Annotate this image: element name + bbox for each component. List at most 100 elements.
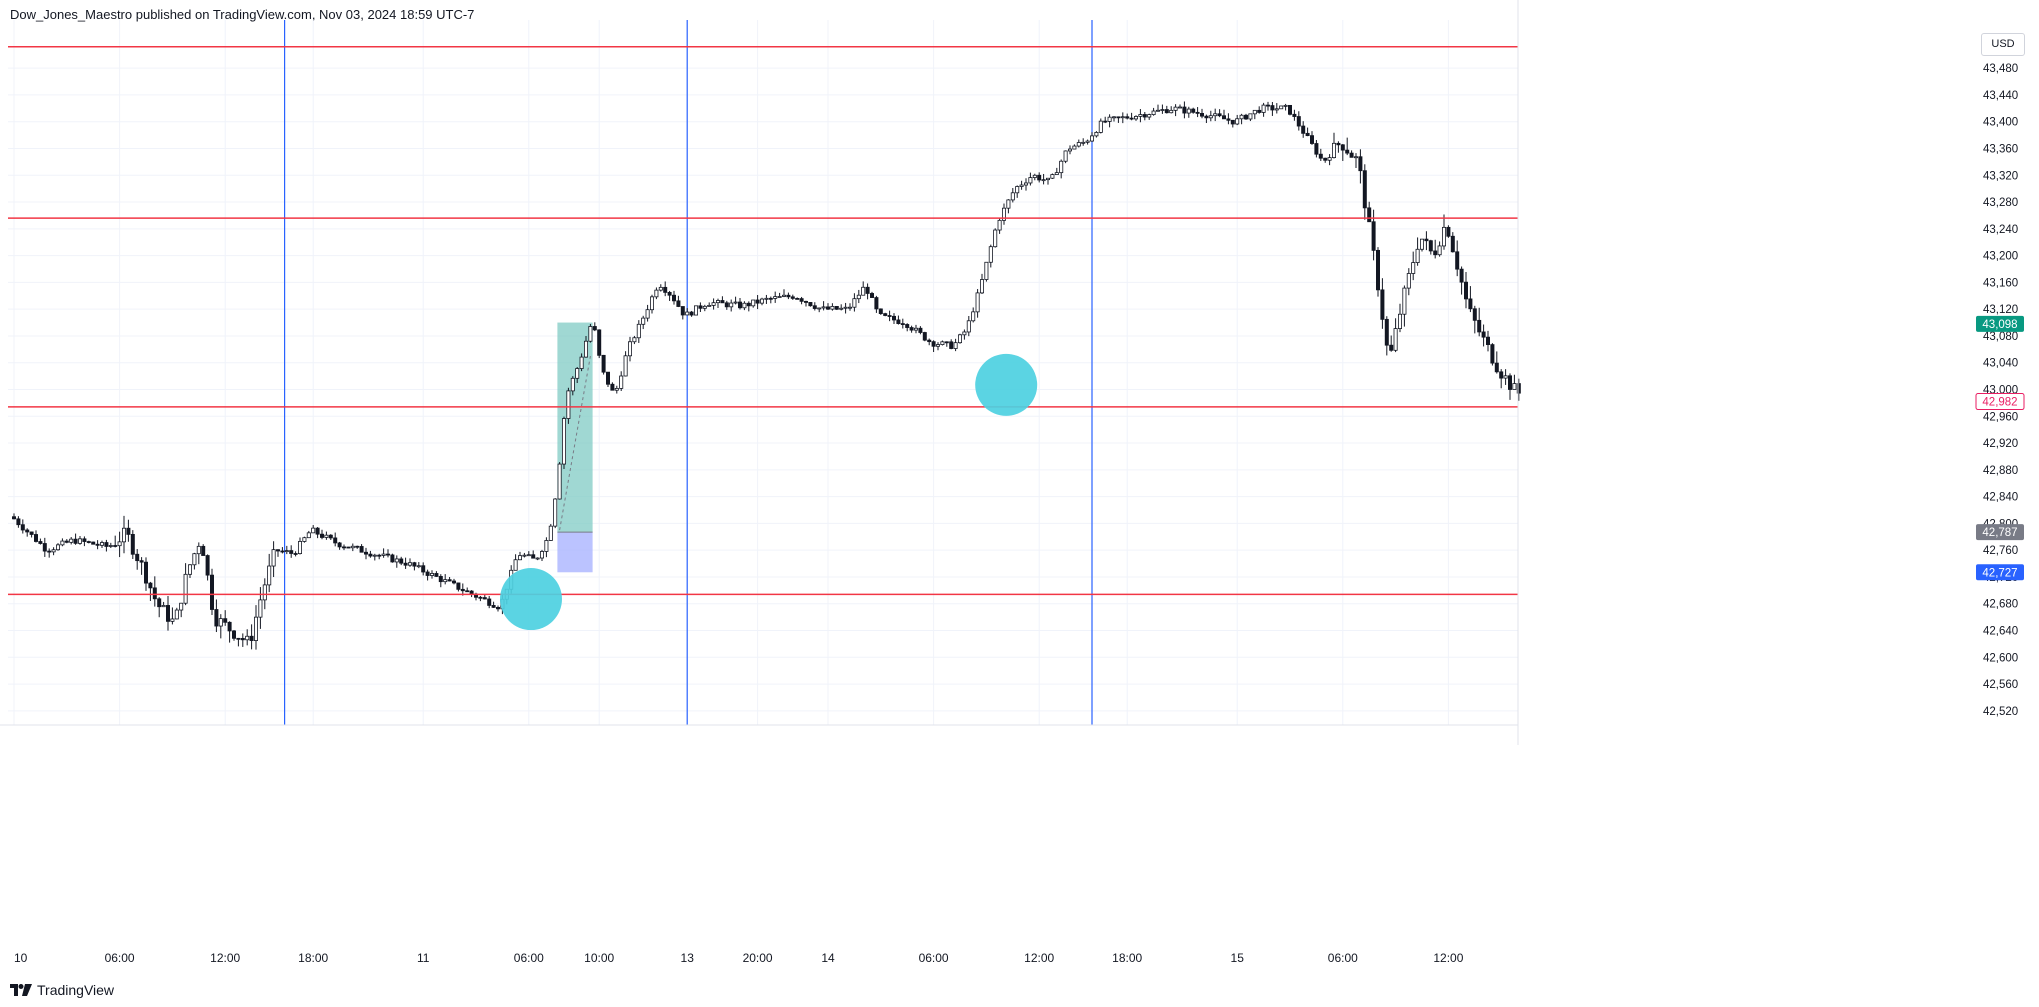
price-tick-label: 42,960 xyxy=(1983,411,2018,423)
candle xyxy=(1314,140,1319,158)
time-axis[interactable]: 10 06:00 12:00 18:00 11 06:00 10:00 13 20:00 14 06… xyxy=(0,724,1518,965)
candle xyxy=(676,295,681,308)
tradingview-logo[interactable]: TradingView xyxy=(10,982,114,998)
candle xyxy=(1235,114,1240,126)
publisher-header: Dow_Jones_Maestro published on TradingVi… xyxy=(10,7,475,22)
candle xyxy=(548,524,553,541)
candle xyxy=(434,571,439,577)
candle xyxy=(584,336,589,358)
candle xyxy=(597,329,602,359)
candle xyxy=(122,515,127,554)
candle xyxy=(47,548,52,558)
tradingview-brand: TradingView xyxy=(37,982,115,998)
candle xyxy=(201,544,206,556)
candle xyxy=(1332,132,1337,159)
candle xyxy=(579,353,584,372)
candle xyxy=(922,331,927,342)
candle xyxy=(1094,131,1099,138)
candle xyxy=(143,557,148,591)
price-tick-label: 43,120 xyxy=(1983,304,2018,316)
candle xyxy=(443,574,448,585)
candle xyxy=(553,498,558,529)
candle xyxy=(42,537,47,557)
candle xyxy=(78,535,83,545)
candle xyxy=(253,605,258,650)
candle xyxy=(1261,102,1266,117)
candle xyxy=(1437,241,1442,257)
candle xyxy=(905,323,910,332)
candle xyxy=(839,304,844,311)
currency-label[interactable]: USD xyxy=(1981,33,2025,56)
candle xyxy=(940,340,945,346)
candle xyxy=(1318,148,1323,162)
time-tick-label: 18:00 xyxy=(298,951,328,965)
candle xyxy=(355,545,360,549)
candle xyxy=(702,304,707,312)
candle xyxy=(1398,303,1403,333)
time-tick-label: 12:00 xyxy=(1024,951,1054,965)
candle xyxy=(812,302,817,311)
candle xyxy=(196,542,201,565)
candle xyxy=(927,338,932,346)
candle xyxy=(1068,145,1073,155)
candle xyxy=(1349,150,1354,158)
candle xyxy=(1296,111,1301,131)
candle xyxy=(1213,108,1218,122)
candle xyxy=(949,339,954,350)
candle xyxy=(764,294,769,304)
candle xyxy=(909,325,914,333)
candle xyxy=(738,297,743,310)
candle xyxy=(293,551,298,557)
candle xyxy=(359,544,364,553)
marker-circles xyxy=(500,353,1038,631)
candle xyxy=(856,289,861,304)
candle xyxy=(786,292,791,300)
candle xyxy=(1125,113,1130,120)
candle xyxy=(1433,239,1438,259)
time-tick-label: 06:00 xyxy=(919,951,949,965)
candle xyxy=(817,307,822,313)
candle xyxy=(540,549,545,562)
candle xyxy=(429,570,434,579)
candle xyxy=(1217,109,1222,118)
candle xyxy=(751,299,756,308)
candle xyxy=(874,295,879,313)
candle xyxy=(852,293,857,312)
candle xyxy=(487,596,492,609)
candle xyxy=(130,530,135,559)
candle xyxy=(363,547,368,560)
candle xyxy=(1279,105,1284,110)
candle xyxy=(1041,173,1046,185)
candle xyxy=(768,296,773,304)
candle xyxy=(377,553,382,560)
candle xyxy=(1072,144,1077,150)
candle xyxy=(245,629,250,646)
candle xyxy=(425,569,430,581)
candle xyxy=(716,298,721,308)
candle xyxy=(350,543,355,552)
candle xyxy=(108,542,113,549)
candle xyxy=(1420,238,1425,252)
candle xyxy=(790,294,795,300)
candle xyxy=(341,544,346,551)
candle xyxy=(179,602,184,618)
candle xyxy=(91,541,96,545)
candle xyxy=(746,301,751,312)
candle xyxy=(513,554,518,571)
candle xyxy=(1362,164,1367,220)
candle xyxy=(1129,112,1134,121)
candle xyxy=(1472,305,1477,334)
candle xyxy=(557,462,562,500)
candle xyxy=(821,301,826,311)
candle xyxy=(1244,113,1249,120)
candle xyxy=(126,519,131,542)
candle xyxy=(1371,209,1376,261)
candle xyxy=(1169,106,1174,114)
candle xyxy=(848,303,853,311)
candle xyxy=(456,582,461,592)
price-axis[interactable]: 43,480 43,440 43,400 43,360 43,320 43,280 43,2… xyxy=(1517,0,2018,745)
candle xyxy=(139,557,144,575)
candle xyxy=(1090,132,1095,142)
candle xyxy=(826,303,831,311)
